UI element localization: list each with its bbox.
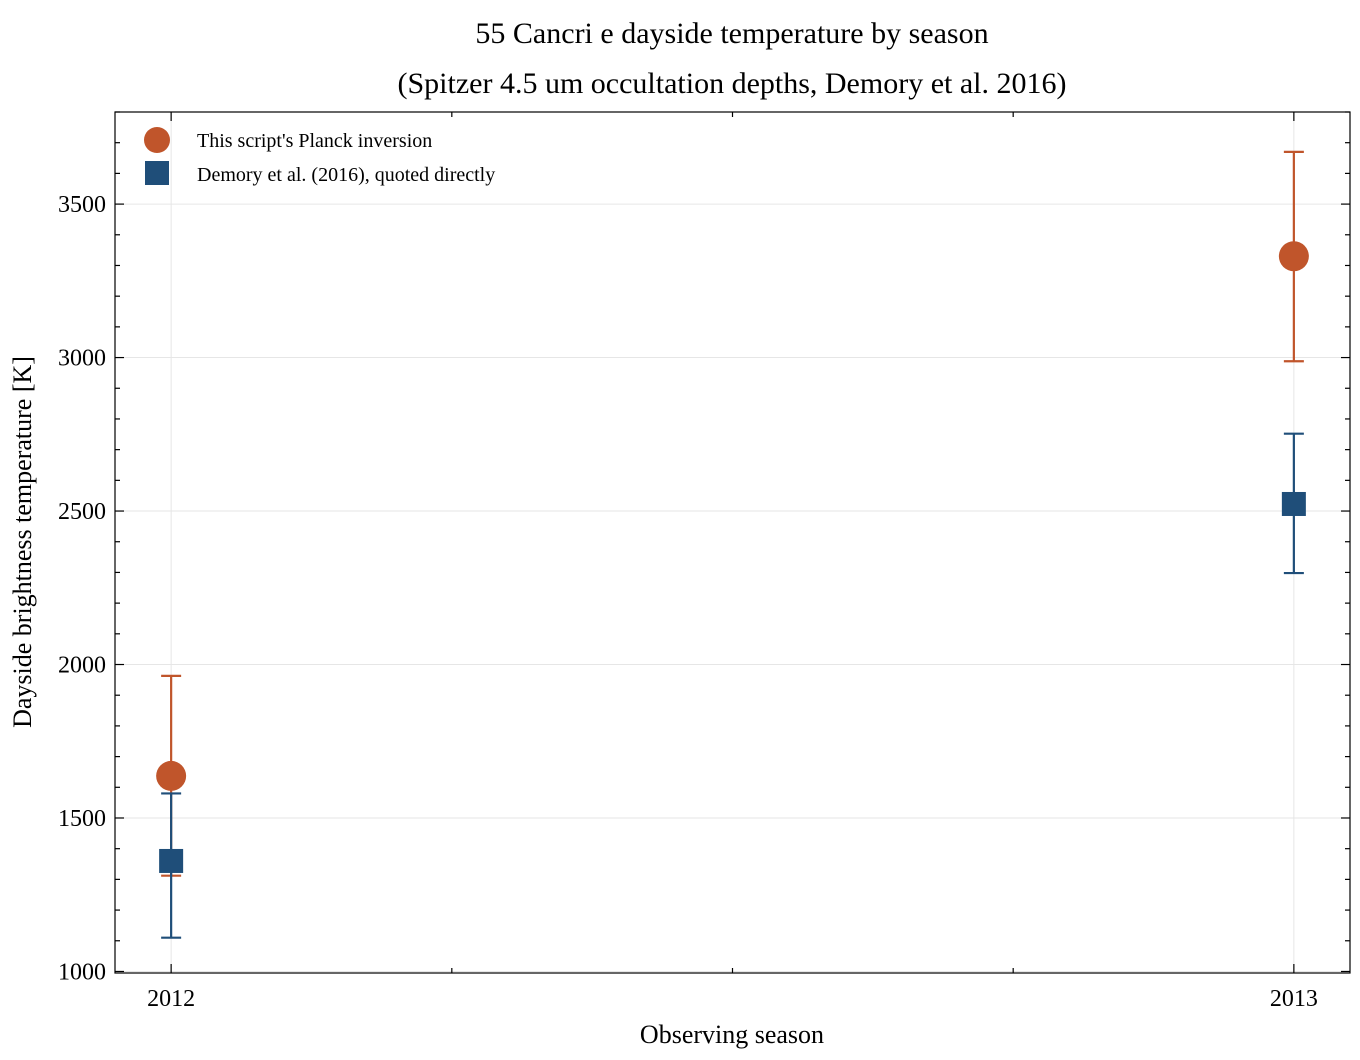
- x-tick-label: 2013: [1270, 986, 1318, 1012]
- legend: This script's Planck inversion Demory et…: [144, 127, 495, 186]
- legend-marker-demory: [145, 161, 169, 185]
- x-axis-label: Observing season: [640, 1020, 824, 1049]
- y-tick-label: 2000: [58, 653, 106, 679]
- data-point-planck: [156, 760, 187, 791]
- ticks-layer: 1000 1500 2000 2500 3000 3500 2012 2013: [58, 111, 1350, 1012]
- y-tick-label: 3500: [58, 192, 106, 218]
- chart-subtitle: (Spitzer 4.5 um occultation depths, Demo…: [397, 67, 1066, 100]
- data-point-planck: [1278, 241, 1309, 272]
- data-point-demory: [1281, 491, 1306, 516]
- legend-label-planck: This script's Planck inversion: [197, 130, 432, 152]
- plot-frame: [114, 111, 1351, 974]
- legend-marker-planck: [144, 127, 170, 153]
- legend-label-demory: Demory et al. (2016), quoted directly: [197, 164, 495, 186]
- grid-layer: [115, 112, 1350, 973]
- chart-title: 55 Cancri e dayside temperature by seaso…: [475, 17, 988, 50]
- y-tick-label: 3000: [58, 346, 106, 372]
- y-axis-label: Dayside brightness temperature [K]: [8, 356, 37, 728]
- x-tick-label: 2012: [147, 986, 195, 1012]
- data-point-demory: [159, 848, 184, 873]
- y-tick-label: 1000: [58, 959, 106, 985]
- y-tick-label: 2500: [58, 499, 106, 525]
- y-tick-label: 1500: [58, 806, 106, 832]
- data-layer: [156, 150, 1309, 939]
